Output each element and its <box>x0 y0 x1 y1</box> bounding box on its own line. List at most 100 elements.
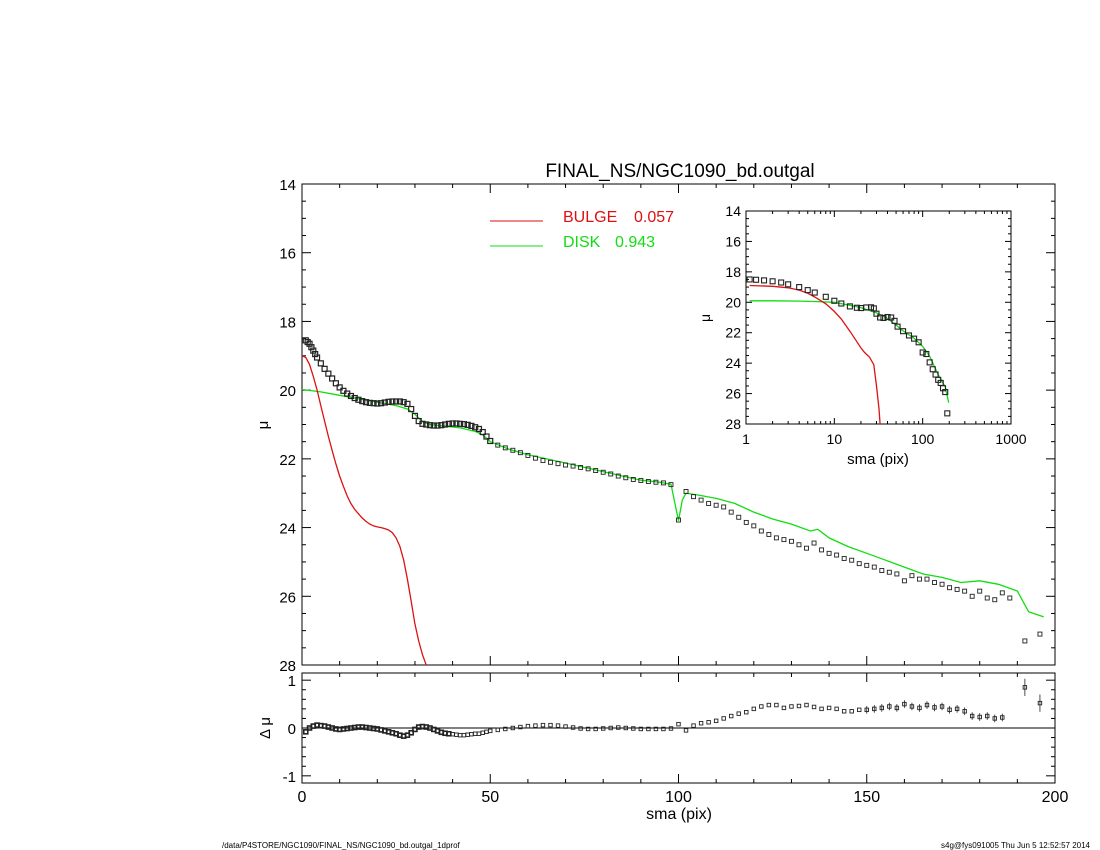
residual-point <box>774 702 779 708</box>
observed-point <box>389 398 396 405</box>
observed-point <box>947 585 953 591</box>
residual-point <box>461 732 467 738</box>
inset-observed-point <box>926 359 933 366</box>
observed-point <box>438 422 445 429</box>
residual-xtick-label: 150 <box>853 789 880 806</box>
inset-xtick-label: 100 <box>911 431 935 447</box>
residual-point <box>819 706 824 712</box>
observed-point <box>472 424 479 431</box>
residual-point <box>555 723 561 728</box>
main-panel-axes: 14 16 18 20 22 24 26 28 <box>279 177 1056 675</box>
residual-point <box>721 716 726 721</box>
inset-observed-point <box>919 349 926 356</box>
residual-point <box>676 721 681 727</box>
main-ytick-label: 16 <box>279 246 296 263</box>
observed-point <box>811 540 817 546</box>
observed-point <box>758 528 764 534</box>
observed-point <box>362 399 370 406</box>
observed-point <box>638 478 644 483</box>
residual-point <box>661 726 666 732</box>
inset-observed-point <box>831 297 838 304</box>
observed-point <box>849 557 855 563</box>
observed-point <box>502 445 508 451</box>
legend-disk-label: DISK <box>563 234 601 251</box>
legend: BULGE 0.057 DISK 0.943 <box>490 209 674 251</box>
observed-point <box>525 452 531 458</box>
observed-point <box>453 420 460 427</box>
residual-point <box>480 730 485 735</box>
observed-point <box>691 494 697 500</box>
residual-point <box>834 706 839 712</box>
inset-observed-point <box>942 388 949 396</box>
residual-point <box>469 732 474 737</box>
observed-point <box>464 421 471 428</box>
residual-point <box>849 709 854 714</box>
observed-point <box>721 504 727 510</box>
residual-point <box>533 723 538 728</box>
residual-point <box>706 720 711 725</box>
observed-point <box>351 394 358 402</box>
observed-point <box>992 597 998 603</box>
residual-point <box>631 726 636 731</box>
observed-point <box>608 471 614 477</box>
observed-point <box>540 458 546 464</box>
observed-point <box>434 422 441 429</box>
inset-xtick-label: 10 <box>827 431 843 447</box>
residual-point <box>616 725 621 730</box>
observed-point <box>366 399 373 406</box>
residual-ytick-label: 1 <box>288 673 296 690</box>
observed-point <box>304 338 311 346</box>
observed-point <box>773 535 779 541</box>
observed-point <box>495 442 501 448</box>
inset-observed-point <box>911 335 918 342</box>
observed-point <box>728 509 734 515</box>
inset-observed-point <box>880 314 887 322</box>
observed-point <box>359 398 366 405</box>
inset-observed-point <box>853 304 860 311</box>
observed-point <box>600 469 606 475</box>
observed-point <box>381 399 388 406</box>
inset-observed-point <box>822 293 829 300</box>
legend-bulge-label: BULGE <box>563 209 617 226</box>
residual-point <box>736 711 741 716</box>
inset-observed-point <box>746 276 753 283</box>
observed-point <box>325 370 332 377</box>
inset-observed-point <box>846 303 853 310</box>
residual-point <box>683 728 689 733</box>
main-ytick-label: 18 <box>279 314 296 331</box>
residual-point <box>593 726 598 732</box>
observed-point <box>393 398 400 405</box>
observed-point <box>969 593 975 599</box>
residual-point <box>408 729 414 736</box>
residual-point <box>796 703 802 709</box>
residual-point <box>729 713 734 719</box>
observed-point <box>593 468 599 473</box>
observed-point <box>374 400 381 407</box>
observed-point <box>962 588 968 594</box>
observed-point <box>408 405 415 413</box>
observed-point <box>834 552 840 558</box>
inset-observed-point <box>796 284 803 291</box>
footer-path: /data/P4STORE/NGC1090/FINAL_NS/NGC1090_b… <box>222 841 461 850</box>
residual-ytick-label: -1 <box>283 769 296 786</box>
bulge-curve <box>301 355 427 666</box>
observed-point <box>743 519 749 525</box>
main-ytick-label: 24 <box>279 521 296 538</box>
footer-timestamp: s4g@fys091005 Thu Jun 5 12:52:57 2014 <box>941 841 1091 850</box>
residual-point <box>623 725 628 731</box>
observed-point <box>766 531 772 537</box>
observed-point <box>396 398 403 405</box>
residual-point <box>525 723 531 729</box>
observed-point <box>445 420 452 427</box>
observed-point <box>939 581 945 587</box>
observed-point <box>321 365 328 372</box>
inset-ytick-label: 24 <box>725 355 741 371</box>
residual-point <box>578 726 583 731</box>
observed-point <box>400 399 407 406</box>
observed-point <box>917 576 922 582</box>
inset-observed-point <box>884 313 891 321</box>
observed-point <box>706 501 712 506</box>
inset-observed-point <box>873 310 880 317</box>
residual-point <box>713 718 719 724</box>
